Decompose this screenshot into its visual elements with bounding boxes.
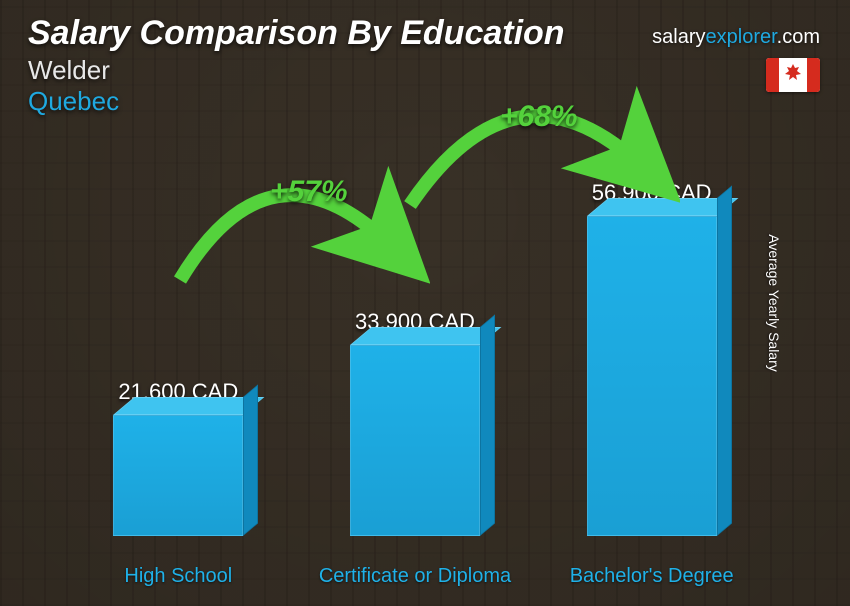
canada-flag-icon [766, 58, 820, 92]
bar-group-0: 21,600 CAD [78, 379, 278, 536]
x-label-2: Bachelor's Degree [552, 565, 752, 588]
bar-1 [350, 345, 480, 536]
brand-watermark: salaryexplorer.com [652, 26, 820, 49]
bar-front-2 [587, 216, 717, 536]
brand-part1: salary [652, 26, 705, 48]
increase-pct-1: +57% [270, 175, 348, 209]
bar-chart: 21,600 CAD33,900 CAD56,900 CAD High Scho… [60, 140, 770, 588]
bar-top-1 [350, 327, 501, 345]
bar-group-1: 33,900 CAD [315, 309, 515, 536]
bar-top-2 [587, 198, 738, 216]
y-axis-label: Average Yearly Salary [765, 234, 781, 372]
x-label-0: High School [78, 565, 278, 588]
chart-subtitle-job: Welder [28, 55, 822, 86]
bar-side-1 [480, 314, 495, 536]
bar-front-1 [350, 345, 480, 536]
brand-part2: explorer [706, 26, 777, 48]
brand-part3: .com [777, 26, 820, 48]
bar-front-0 [113, 415, 243, 536]
x-labels: High School Certificate or Diploma Bachelo… [60, 565, 770, 588]
bar-side-0 [243, 384, 258, 536]
bars-container: 21,600 CAD33,900 CAD56,900 CAD [60, 140, 770, 536]
x-label-1: Certificate or Diploma [315, 565, 515, 588]
chart-subtitle-region: Quebec [28, 86, 822, 117]
bar-group-2: 56,900 CAD [552, 180, 752, 536]
bar-0 [113, 415, 243, 536]
bar-side-2 [717, 185, 732, 536]
bar-2 [587, 216, 717, 536]
